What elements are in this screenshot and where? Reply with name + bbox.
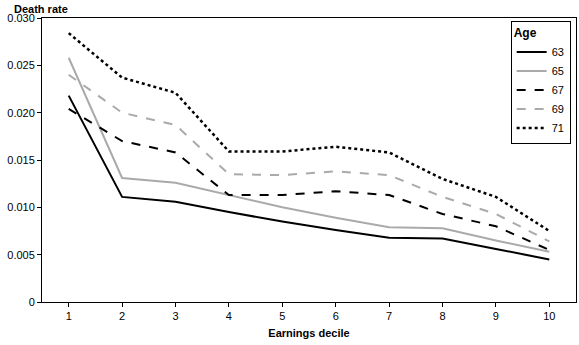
svg-text:67: 67 (552, 84, 564, 96)
svg-text:6: 6 (333, 310, 339, 322)
svg-text:4: 4 (226, 310, 232, 322)
svg-text:0.015: 0.015 (7, 154, 35, 166)
svg-text:1: 1 (66, 310, 72, 322)
svg-text:Death rate: Death rate (14, 3, 68, 15)
svg-text:63: 63 (552, 46, 564, 58)
svg-text:0.005: 0.005 (7, 249, 35, 261)
svg-text:7: 7 (386, 310, 392, 322)
svg-text:Age: Age (514, 26, 537, 40)
svg-text:0.020: 0.020 (7, 107, 35, 119)
svg-text:65: 65 (552, 65, 564, 77)
svg-text:0.025: 0.025 (7, 59, 35, 71)
svg-text:0: 0 (29, 296, 35, 308)
svg-text:3: 3 (172, 310, 178, 322)
svg-text:0.030: 0.030 (7, 12, 35, 24)
svg-text:69: 69 (552, 103, 564, 115)
svg-text:0.010: 0.010 (7, 201, 35, 213)
svg-text:71: 71 (552, 122, 564, 134)
svg-text:2: 2 (119, 310, 125, 322)
svg-text:9: 9 (493, 310, 499, 322)
svg-text:Earnings decile: Earnings decile (268, 327, 349, 339)
svg-text:8: 8 (439, 310, 445, 322)
svg-text:5: 5 (279, 310, 285, 322)
svg-text:10: 10 (543, 310, 555, 322)
